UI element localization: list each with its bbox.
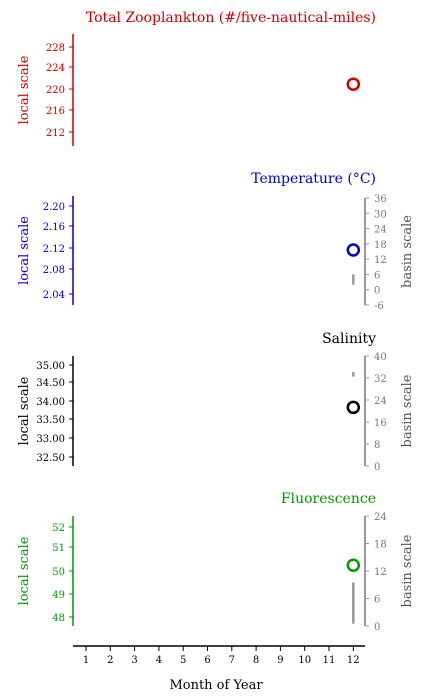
panel-sal: Salinity 35.00 34.50 34.00 33.50 33.00 32.50 lo…: [17, 331, 415, 473]
x-axis-label: Month of Year: [169, 678, 263, 693]
basin-tick-label: 24: [374, 396, 387, 407]
panel-fluor: Fluorescence 52 51 50 49 48 local scale 24 18 12 6…: [17, 491, 415, 633]
left-axis-title: local scale: [17, 536, 32, 605]
x-tick-label: 8: [253, 655, 259, 666]
basin-tick-label: 18: [374, 540, 387, 551]
left-tick-label: 2.16: [43, 222, 65, 233]
x-tick-label: 7: [229, 655, 235, 666]
basin-axis: 40 32 24 16 8 0 basin scale: [352, 352, 415, 473]
left-tick-label: 224: [46, 63, 65, 74]
x-tick-label: 5: [180, 655, 186, 666]
basin-tick-label: 6: [374, 270, 380, 281]
panel-title: Salinity: [322, 331, 376, 347]
basin-tick-label: 36: [374, 194, 387, 205]
left-tick-label: 228: [46, 43, 65, 54]
left-axis-title: local scale: [17, 376, 32, 445]
panel-zoo: Total Zooplankton (#/five-nautical-miles…: [17, 10, 376, 146]
basin-tick-label: 12: [374, 567, 387, 578]
left-tick-label: 32.50: [36, 453, 65, 464]
basin-tick-label: 0: [374, 622, 380, 633]
basin-axis: 24 18 12 6 0 basin scale: [352, 512, 415, 633]
x-axis: 1 2 3 4 5 6 7 8 9 10 11 12: [73, 645, 365, 666]
left-tick-label: 49: [52, 590, 65, 601]
left-tick-label: 34.00: [36, 397, 65, 408]
panel-title: Fluorescence: [281, 491, 376, 507]
basin-tick-label: 8: [374, 440, 380, 451]
x-tick-label: 9: [277, 655, 283, 666]
basin-tick-label: 24: [374, 512, 387, 523]
basin-tick-label: 16: [374, 418, 387, 429]
basin-tick-label: 24: [374, 225, 387, 236]
data-point: [346, 77, 361, 91]
basin-axis-title: basin scale: [400, 374, 415, 447]
basin-tick-label: 12: [374, 255, 387, 266]
basin-tick-label: 32: [374, 374, 387, 385]
left-tick-label: 33.50: [36, 415, 65, 426]
left-tick-label: 212: [46, 128, 65, 139]
left-tick-label: 33.00: [36, 434, 65, 445]
x-tick-label: 2: [107, 655, 113, 666]
data-point: [346, 558, 361, 572]
panel-title: Total Zooplankton (#/five-nautical-miles…: [86, 10, 376, 26]
x-tick-label: 3: [131, 655, 137, 666]
left-tick-label: 2.04: [43, 290, 65, 301]
left-tick-label: 220: [46, 85, 65, 96]
left-tick-label: 2.20: [43, 202, 65, 213]
x-tick-label: 4: [156, 655, 162, 666]
left-tick-label: 51: [52, 543, 65, 554]
left-tick-label: 35.00: [36, 361, 65, 372]
left-tick-label: 50: [52, 567, 65, 578]
basin-tick-label: 40: [374, 352, 387, 363]
left-tick-label: 52: [52, 523, 65, 534]
x-tick-label: 12: [347, 655, 360, 666]
data-point: [346, 243, 361, 257]
left-axis-title: local scale: [17, 216, 32, 285]
basin-tick-label: 30: [374, 209, 387, 220]
x-tick-label: 11: [323, 655, 336, 666]
panel-title: Temperature (°C): [251, 171, 376, 187]
left-tick-label: 2.12: [43, 244, 65, 255]
data-point: [346, 400, 361, 415]
left-tick-label: 216: [46, 106, 65, 117]
basin-axis-title: basin scale: [400, 215, 415, 288]
left-axis-title: local scale: [17, 55, 32, 124]
left-tick-label: 2.08: [43, 265, 65, 276]
basin-axis: 36 30 24 18 12 6 0 -6 basin scale: [352, 194, 415, 312]
x-tick-label: 6: [204, 655, 210, 666]
left-tick-label: 48: [52, 613, 65, 624]
basin-tick-label: 0: [374, 286, 380, 297]
basin-axis-title: basin scale: [400, 534, 415, 607]
x-tick-label: 10: [298, 655, 311, 666]
basin-tick-label: -6: [374, 301, 384, 312]
basin-tick-label: 0: [374, 462, 380, 473]
basin-tick-label: 18: [374, 240, 387, 251]
panel-temp: Temperature (°C) 2.20 2.16 2.12 2.08 2.04 loca…: [17, 171, 415, 312]
chart-panels: Total Zooplankton (#/five-nautical-miles…: [17, 10, 415, 633]
basin-tick-label: 6: [374, 595, 380, 606]
left-tick-label: 34.50: [36, 378, 65, 389]
x-tick-label: 1: [83, 655, 89, 666]
